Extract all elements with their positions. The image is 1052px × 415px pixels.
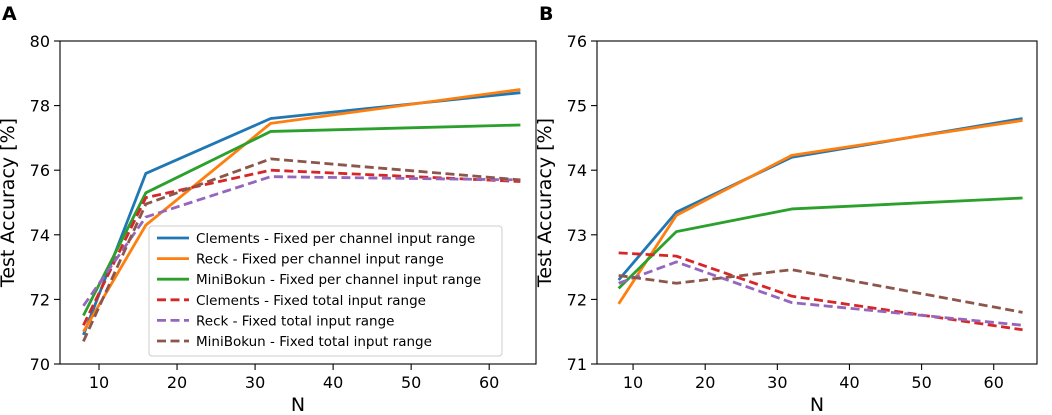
x-tick-label: 50 <box>401 373 421 392</box>
series-line-1 <box>82 88 521 333</box>
series-line-2 <box>617 196 1023 290</box>
y-axis-label: Test Accuracy [%] <box>534 118 556 288</box>
y-tick-label: 74 <box>30 226 50 245</box>
legend-label: Clements - Fixed total input range <box>196 293 426 309</box>
axes-frame <box>596 40 1038 365</box>
x-tick-label: 20 <box>695 373 715 392</box>
x-tick-label: 60 <box>984 373 1004 392</box>
y-tick-label: 72 <box>30 290 50 309</box>
x-axis-label: N <box>810 394 824 415</box>
legend-label: Reck - Fixed per channel input range <box>196 252 444 268</box>
x-tick-label: 40 <box>323 373 343 392</box>
series-line-5 <box>618 268 1023 314</box>
x-axis-label: N <box>291 394 305 415</box>
x-tick-label: 30 <box>767 373 787 392</box>
x-tick-label: 40 <box>839 373 859 392</box>
series-line-3 <box>618 251 1023 332</box>
series-line-2 <box>82 123 521 317</box>
legend-label: MiniBokun - Fixed per channel input rang… <box>196 272 481 288</box>
y-tick-label: 70 <box>30 355 50 374</box>
series-line-5 <box>82 157 521 342</box>
legend-label: Clements - Fixed per channel input range <box>196 231 475 247</box>
x-tick-label: 10 <box>623 373 643 392</box>
y-tick-label: 71 <box>567 355 587 374</box>
x-tick-label: 10 <box>89 373 109 392</box>
y-tick-label: 74 <box>567 161 587 180</box>
y-tick-label: 80 <box>30 32 50 51</box>
legend-label: MiniBokun - Fixed total input range <box>196 334 432 350</box>
y-tick-label: 72 <box>567 290 587 309</box>
x-tick-label: 20 <box>167 373 187 392</box>
x-tick-label: 30 <box>245 373 265 392</box>
x-tick-label: 50 <box>911 373 931 392</box>
panel-label: A <box>2 3 17 25</box>
y-tick-label: 73 <box>567 226 587 245</box>
chart-panel-b: B 10 20 30 40 50 60 71 72 73 74 75 76 N Test Accuracy … <box>534 3 1038 415</box>
legend-label: Reck - Fixed total input range <box>196 313 394 329</box>
panel-label: B <box>539 3 553 25</box>
series-line-4 <box>618 260 1023 327</box>
y-tick-label: 78 <box>30 97 50 116</box>
legend: Clements - Fixed per channel input range… <box>148 225 503 357</box>
y-axis-label: Test Accuracy [%] <box>0 118 19 288</box>
chart-panel-a: A 10 20 30 40 50 60 70 72 74 76 78 80 N Test Accuracy … <box>0 3 537 415</box>
y-tick-label: 76 <box>30 161 50 180</box>
y-tick-label: 76 <box>567 32 587 51</box>
y-tick-label: 75 <box>567 97 587 116</box>
axes-frame <box>59 40 537 365</box>
x-tick-label: 60 <box>479 373 499 392</box>
legend-box <box>148 225 503 357</box>
series-line-4 <box>82 175 521 307</box>
